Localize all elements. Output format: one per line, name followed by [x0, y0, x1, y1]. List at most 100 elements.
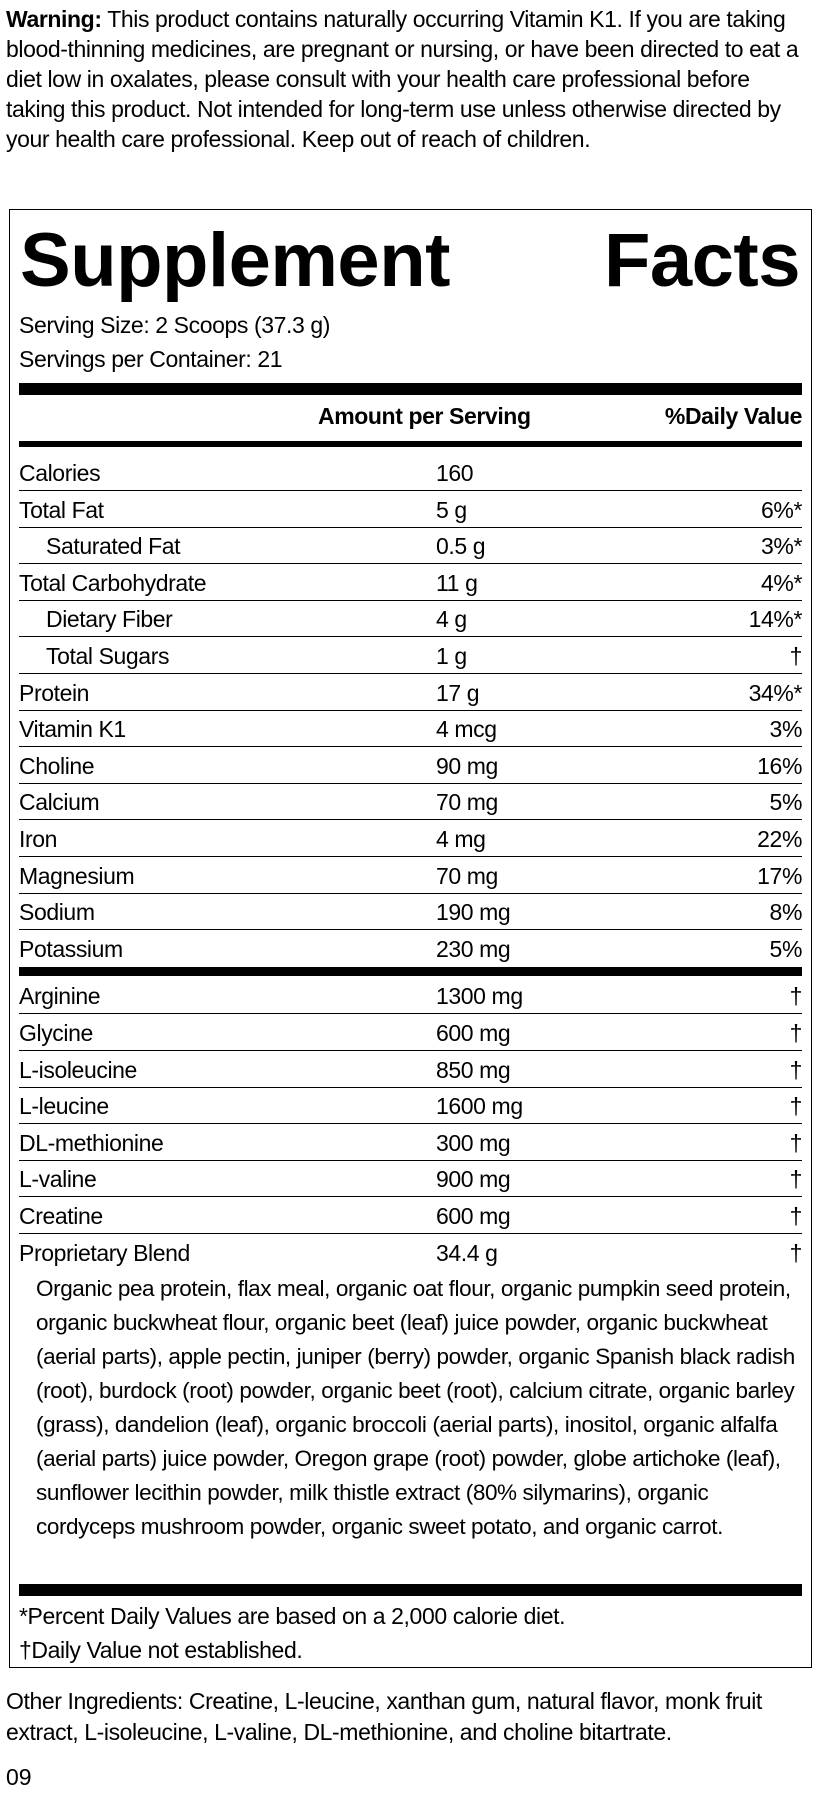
nutrient-daily-value: 17% — [757, 862, 802, 889]
nutrient-amount: 190 mg — [436, 899, 511, 926]
nutrient-name: Glycine — [19, 1020, 93, 1046]
nutrient-daily-value: 4%* — [761, 569, 802, 596]
nutrient-row: L-isoleucine 850 mg † — [19, 1051, 802, 1088]
nutrient-row: Total Fat 5 g 6%* — [19, 491, 802, 528]
nutrient-amount: 1600 mg — [436, 1093, 523, 1120]
nutrient-amount: 300 mg — [436, 1129, 511, 1156]
nutrient-daily-value: † — [789, 1203, 803, 1229]
nutrient-name: Sodium — [19, 899, 95, 926]
facts-title: Supplement Facts — [20, 218, 801, 303]
nutrient-row: Creatine 600 mg † — [19, 1197, 802, 1234]
warning-text: This product contains naturally occurrin… — [6, 6, 799, 152]
nutrient-name: L-valine — [19, 1166, 97, 1193]
nutrient-daily-value: 16% — [757, 752, 802, 779]
nutrient-name: Dietary Fiber — [46, 606, 173, 633]
nutrient-row: Calcium 70 mg 5% — [19, 783, 803, 821]
nutrient-daily-value: 5% — [769, 789, 803, 816]
nutrient-daily-value: † — [789, 983, 803, 1010]
nutrient-row: Sodium 190 mg 8% — [19, 893, 803, 931]
nutrient-amount: 1 g — [436, 643, 467, 669]
amount-header: Amount per Serving — [318, 403, 531, 429]
nutrient-name: Calcium — [19, 789, 100, 816]
nutrient-name: Total Carbohydrate — [19, 569, 207, 596]
other-ingredients: Other Ingredients: Creatine, L-leucine, … — [6, 1688, 762, 1745]
nutrient-name: Proprietary Blend — [19, 1239, 190, 1266]
serving-size: Serving Size: 2 Scoops (37.3 g) — [19, 312, 331, 338]
nutrient-name: Calories — [19, 460, 101, 486]
nutrient-daily-value: † — [789, 1239, 803, 1266]
nutrient-row: Arginine 1300 mg † — [19, 977, 803, 1015]
nutrient-row: Magnesium 70 mg 17% — [19, 857, 802, 894]
nutrient-daily-value: 6%* — [761, 496, 802, 523]
nutrient-row: Calories 160 — [19, 454, 802, 491]
nutrient-amount: 4 g — [436, 606, 467, 633]
code: 09 — [6, 1764, 32, 1790]
nutrient-amount: 600 mg — [436, 1203, 511, 1229]
nutrient-daily-value: 3%* — [761, 533, 802, 560]
nutrient-row: Total Carbohydrate 11 g 4%* — [19, 564, 802, 601]
nutrient-row: Protein 17 g 34%* — [19, 674, 802, 711]
thick-rule — [19, 1584, 802, 1596]
nutrient-row: Potassium 230 mg 5% — [19, 930, 802, 966]
warning: Warning: This product contains naturally… — [6, 4, 814, 154]
nutrient-daily-value: 8% — [769, 899, 803, 926]
nutrient-amount: 0.5 g — [436, 533, 486, 560]
nutrient-amount: 850 mg — [436, 1056, 511, 1083]
daily-value-header: %Daily Value — [664, 403, 803, 429]
nutrient-amount: 17 g — [436, 679, 480, 706]
nutrient-name: Total Fat — [19, 496, 104, 523]
nutrient-daily-value: 22% — [757, 826, 802, 852]
nutrient-row: Saturated Fat 0.5 g 3%* — [19, 527, 802, 565]
nutrient-daily-value: † — [789, 1166, 803, 1193]
nutrient-daily-value: 34%* — [748, 679, 803, 706]
nutrient-row: L-leucine 1600 mg † — [19, 1087, 802, 1125]
nutrient-amount: 4 mg — [436, 826, 486, 852]
nutrient-name: Iron — [19, 826, 58, 852]
nutrient-amount: 900 mg — [436, 1166, 511, 1193]
nutrient-row: Vitamin K1 4 mcg 3% — [19, 710, 803, 748]
nutrient-amount: 230 mg — [436, 935, 511, 962]
nutrient-amount: 34.4 g — [436, 1239, 498, 1266]
thick-rule — [19, 967, 802, 977]
nutrient-name: Vitamin K1 — [19, 716, 126, 743]
nutrient-name: Magnesium — [19, 862, 135, 889]
nutrient-amount: 600 mg — [436, 1020, 511, 1046]
nutrient-row: DL-methionine 300 mg † — [19, 1124, 802, 1161]
thick-rule — [19, 383, 802, 395]
nutrient-daily-value: † — [789, 1056, 803, 1083]
nutrient-name: Creatine — [19, 1203, 103, 1229]
nutrient-name: Total Sugars — [46, 643, 170, 669]
nutrient-name: Protein — [19, 679, 90, 706]
nutrient-daily-value: 3% — [769, 716, 803, 743]
nutrient-amount: 90 mg — [436, 752, 498, 779]
nutrient-amount: 1300 mg — [436, 983, 523, 1010]
nutrient-name: L-isoleucine — [19, 1056, 137, 1083]
nutrient-amount: 11 g — [436, 569, 478, 596]
blend-description: Organic pea protein, flax meal, organic … — [36, 1276, 795, 1540]
nutrient-daily-value: † — [789, 1129, 803, 1156]
supplement-facts-box: Supplement Facts Serving Size: 2 Scoops … — [9, 209, 812, 1668]
nutrient-amount: 70 mg — [436, 789, 498, 816]
nutrient-amount: 5 g — [436, 496, 467, 523]
nutrient-daily-value: 14%* — [748, 606, 803, 633]
nutrient-row: Dietary Fiber 4 g 14%* — [19, 600, 803, 638]
nutrient-daily-value: 5% — [769, 935, 803, 962]
nutrient-name: L-leucine — [19, 1093, 109, 1120]
footnote: *Percent Daily Values are based on a 2,0… — [19, 1603, 566, 1629]
nutrient-daily-value: † — [789, 1020, 803, 1046]
nutrient-row: Iron 4 mg 22% — [19, 820, 802, 857]
medium-rule — [19, 441, 802, 447]
nutrient-amount: 160 — [436, 460, 474, 486]
nutrient-amount: 4 mcg — [436, 716, 497, 743]
warning-label: Warning: — [6, 6, 102, 32]
nutrient-name: Potassium — [19, 935, 123, 962]
nutrient-row: Glycine 600 mg † — [19, 1014, 802, 1051]
nutrient-daily-value: † — [789, 643, 803, 669]
nutrient-name: DL-methionine — [19, 1129, 164, 1156]
nutrient-name: Arginine — [19, 983, 101, 1010]
nutrient-row: Total Sugars 1 g † — [19, 637, 802, 674]
footnote: †Daily Value not established. — [19, 1637, 303, 1663]
nutrient-row: L-valine 900 mg † — [19, 1160, 803, 1198]
nutrient-amount: 70 mg — [436, 862, 498, 889]
